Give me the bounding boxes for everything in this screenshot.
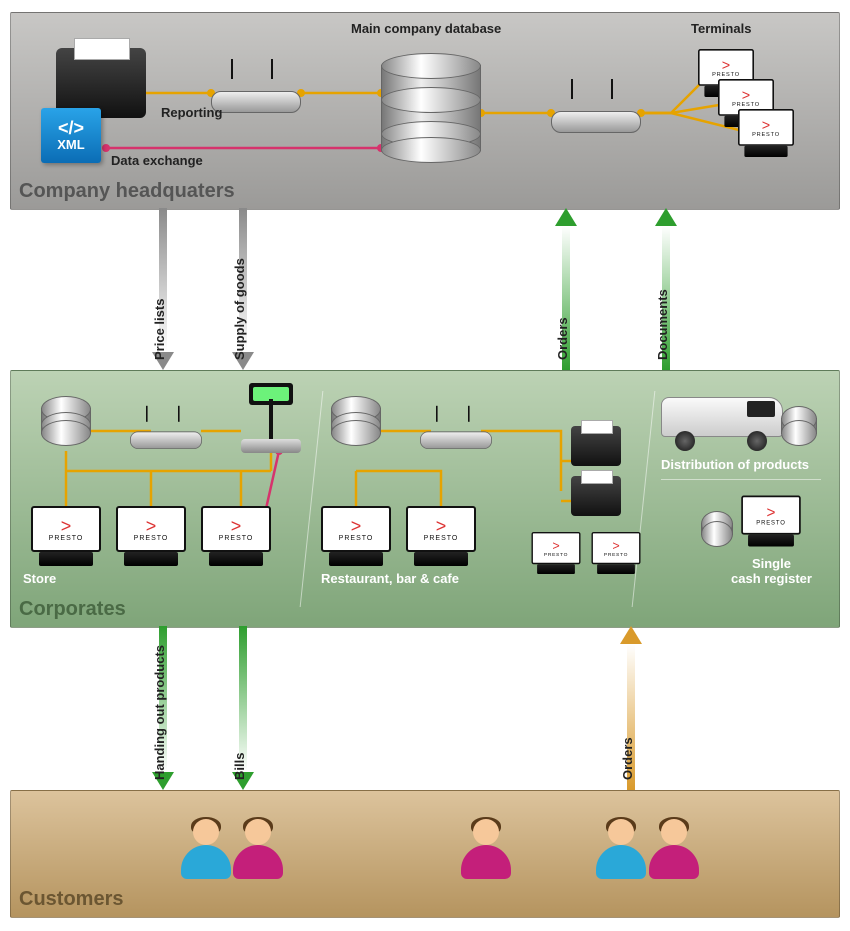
label-store: Store: [23, 571, 56, 586]
label-data-exchange: Data exchange: [111, 153, 203, 168]
arrow-label: Supply of goods: [232, 258, 247, 360]
label-main-db: Main company database: [351, 21, 501, 36]
receipt-printer-icon: [571, 476, 621, 516]
presto-terminal: >PRESTO: [532, 532, 581, 574]
arrow-label: Orders: [620, 737, 635, 780]
presto-terminal: >PRESTO: [201, 506, 271, 566]
layer-hq-title: Company headquaters: [19, 180, 235, 203]
arrow-label: Documents: [655, 289, 670, 360]
database-icon: [381, 53, 481, 163]
presto-terminal: >PRESTO: [738, 109, 794, 157]
arrow-label: Handing out products: [152, 645, 167, 780]
xml-code: </>: [58, 119, 84, 137]
router-icon: [211, 73, 301, 113]
label-reporting: Reporting: [161, 105, 222, 120]
person-icon: [233, 819, 283, 879]
database-icon: [781, 406, 817, 446]
database-icon: [41, 396, 91, 446]
flow-arrow: Documents: [655, 208, 677, 370]
arrow-label: Bills: [232, 753, 247, 780]
presto-terminal: >PRESTO: [116, 506, 186, 566]
person-icon: [461, 819, 511, 879]
scale-icon: [241, 383, 301, 453]
divider: [661, 479, 821, 480]
person-icon: [181, 819, 231, 879]
arrow-label: Price lists: [152, 299, 167, 360]
router-icon: [420, 417, 492, 449]
person-icon: [596, 819, 646, 879]
presto-terminal: >PRESTO: [321, 506, 391, 566]
arrow-label: Orders: [555, 317, 570, 360]
presto-terminal: >PRESTO: [741, 496, 801, 547]
van-icon: [661, 391, 781, 451]
label-terminals: Terminals: [691, 21, 751, 36]
presto-terminal: >PRESTO: [592, 532, 641, 574]
diagram-canvas: </> XML >PRESTO >PRESTO >PRESTO Main com…: [0, 0, 850, 931]
flow-arrow: Supply of goods: [232, 208, 254, 370]
xml-text: XML: [57, 137, 84, 152]
router-icon: [551, 93, 641, 133]
flow-arrow: Price lists: [152, 208, 174, 370]
label-restaurant: Restaurant, bar & cafe: [321, 571, 459, 586]
label-single-register: Single cash register: [731, 556, 812, 586]
layer-corporates: >PRESTO >PRESTO >PRESTO Store >PRESTO >P…: [10, 370, 840, 628]
flow-arrow: Orders: [555, 208, 577, 370]
xml-badge: </> XML: [41, 108, 101, 163]
person-icon: [649, 819, 699, 879]
layer-corp-title: Corporates: [19, 598, 126, 621]
flow-arrow: Orders: [620, 626, 642, 790]
presto-terminal: >PRESTO: [406, 506, 476, 566]
router-icon: [130, 417, 202, 449]
receipt-printer-icon: [571, 426, 621, 466]
flow-arrow: Bills: [232, 626, 254, 790]
flow-arrow: Handing out products: [152, 626, 174, 790]
database-icon: [331, 396, 381, 446]
label-distribution: Distribution of products: [661, 457, 809, 472]
layer-cust-title: Customers: [19, 888, 123, 911]
layer-customers: Customers: [10, 790, 840, 918]
presto-terminal: >PRESTO: [31, 506, 101, 566]
database-icon: [701, 511, 733, 547]
layer-hq: </> XML >PRESTO >PRESTO >PRESTO Main com…: [10, 12, 840, 210]
